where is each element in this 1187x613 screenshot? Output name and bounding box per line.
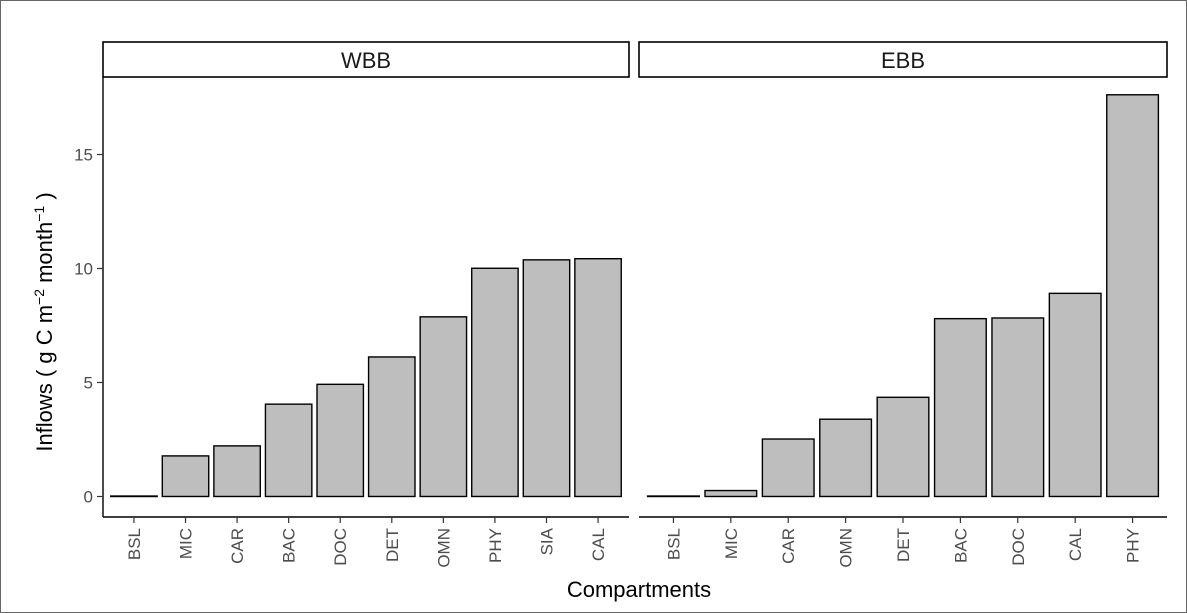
bar-bac xyxy=(264,403,313,498)
x-tick-label: CAL xyxy=(1066,528,1085,561)
y-tick-label: 15 xyxy=(74,146,93,165)
y-axis-title: Inflows ( g C m−2 month−1 ) xyxy=(31,192,57,451)
bar-phy xyxy=(471,267,519,498)
bar-mic xyxy=(161,455,210,498)
bar-det xyxy=(367,356,416,498)
x-tick-label: OMN xyxy=(434,528,453,568)
x-tick-label: CAR xyxy=(779,528,798,564)
x-tick-label: OMN xyxy=(837,528,856,568)
bar-bsl xyxy=(646,495,700,498)
x-tick-label: DET xyxy=(383,528,402,562)
y-tick-label: 5 xyxy=(84,373,93,392)
x-axis-title: Compartments xyxy=(567,577,711,602)
panel-ebb: EBB BSL MIC CAR OMN DET BAC DOC CAL PHY xyxy=(638,41,1168,568)
x-tick-label: BAC xyxy=(951,528,970,563)
bar-cal xyxy=(574,258,622,498)
bar-doc xyxy=(991,317,1045,498)
x-tick-label: CAL xyxy=(589,528,608,561)
facet-strip xyxy=(638,41,1168,78)
panel-wbb: WBB BSL MIC CAR BAC DOC DET OMN PHY SIA CAL 0 5 10 15 xyxy=(74,41,630,568)
bar-bac xyxy=(933,317,987,498)
y-tick-label: 0 xyxy=(84,487,93,506)
x-tick-label: CAR xyxy=(228,528,247,564)
y-tick-label: 10 xyxy=(74,260,93,279)
bar-sia xyxy=(522,259,571,498)
x-tick-label: SIA xyxy=(537,527,556,555)
x-tick-label: DET xyxy=(894,528,913,562)
x-tick-label: BAC xyxy=(280,528,299,563)
x-tick-label: MIC xyxy=(722,528,741,559)
bar-det xyxy=(876,396,930,498)
bar-omn xyxy=(419,316,468,498)
x-tick-label: PHY xyxy=(1124,528,1143,563)
bar-car xyxy=(213,445,261,498)
panels: WBB BSL MIC CAR BAC DOC DET OMN PHY SIA CAL 0 5 10 15 E… xyxy=(74,41,1168,568)
x-tick-label: PHY xyxy=(486,528,505,563)
facet-strip-label: WBB xyxy=(341,48,391,73)
bar-mic xyxy=(704,489,758,498)
bar-doc xyxy=(316,383,365,498)
bar-bsl xyxy=(110,495,158,498)
x-tick-label: BSL xyxy=(125,528,144,560)
bar-car xyxy=(761,438,815,498)
bar-phy xyxy=(1106,94,1160,498)
x-tick-label: BSL xyxy=(664,528,683,560)
bar-omn xyxy=(819,418,873,498)
bar-cal xyxy=(1048,292,1102,498)
x-tick-label: DOC xyxy=(331,528,350,566)
x-tick-label: DOC xyxy=(1009,528,1028,566)
facet-strip xyxy=(102,41,630,78)
x-tick-label: MIC xyxy=(177,528,196,559)
facet-strip-label: EBB xyxy=(881,48,925,73)
